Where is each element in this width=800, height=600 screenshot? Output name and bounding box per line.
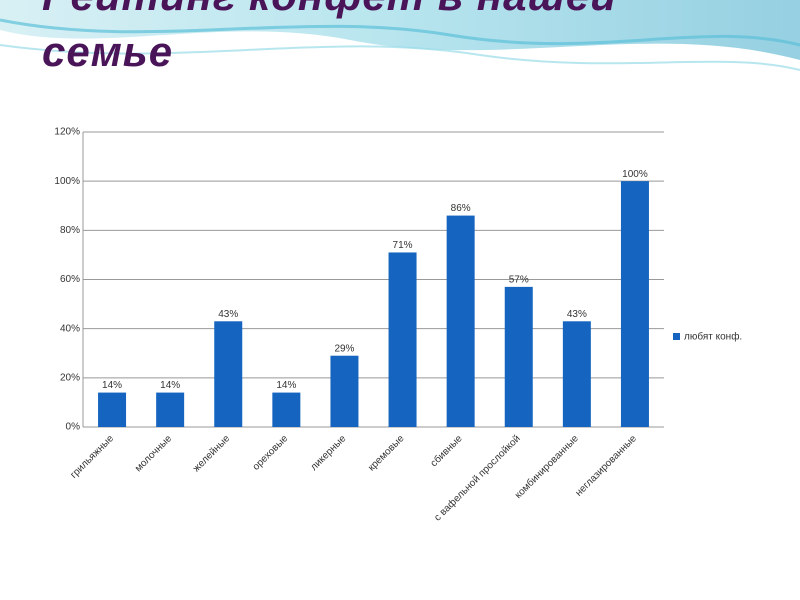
y-tick-label: 100% bbox=[54, 176, 80, 187]
y-tick-label: 60% bbox=[60, 274, 80, 285]
value-label: 14% bbox=[276, 380, 296, 391]
bar bbox=[504, 286, 533, 427]
value-label: 100% bbox=[622, 169, 648, 180]
x-tick-label: ликерные bbox=[309, 433, 349, 473]
value-label: 14% bbox=[160, 380, 180, 391]
legend-swatch bbox=[673, 333, 680, 340]
value-label: 57% bbox=[509, 275, 529, 286]
value-label: 43% bbox=[218, 309, 238, 320]
y-tick-label: 40% bbox=[60, 323, 80, 334]
value-label: 14% bbox=[102, 380, 122, 391]
bar bbox=[272, 392, 301, 427]
y-tick-label: 0% bbox=[66, 422, 81, 433]
x-tick-label: желейные bbox=[191, 433, 232, 474]
x-tick-label: комбинированные bbox=[512, 432, 581, 501]
x-tick-label: грильяжные bbox=[69, 433, 117, 481]
x-tick-label: молочные bbox=[133, 433, 174, 474]
slide-title: Рейтинг конфет в нашей семье bbox=[42, 0, 616, 75]
bar bbox=[620, 181, 649, 427]
wave-line bbox=[0, 18, 800, 47]
x-tick-label: кремовые bbox=[366, 433, 407, 474]
bar bbox=[214, 321, 243, 427]
bar bbox=[562, 321, 591, 427]
bar bbox=[330, 355, 359, 427]
x-tick-label: сбивные bbox=[428, 432, 465, 469]
wave-line bbox=[0, 44, 800, 71]
bar bbox=[388, 252, 417, 427]
legend-label: любят конф. bbox=[684, 331, 742, 343]
value-label: 43% bbox=[567, 309, 587, 320]
bar bbox=[446, 215, 475, 427]
x-tick-label: неглазированные bbox=[573, 433, 639, 499]
y-tick-label: 120% bbox=[54, 127, 80, 138]
value-label: 29% bbox=[334, 343, 354, 354]
y-tick-label: 80% bbox=[60, 225, 80, 236]
x-tick-label: ореховые bbox=[251, 433, 291, 473]
value-label: 86% bbox=[451, 203, 471, 214]
value-label: 71% bbox=[393, 240, 413, 251]
y-tick-label: 20% bbox=[60, 372, 80, 383]
bar bbox=[98, 392, 127, 427]
bar bbox=[156, 392, 185, 427]
